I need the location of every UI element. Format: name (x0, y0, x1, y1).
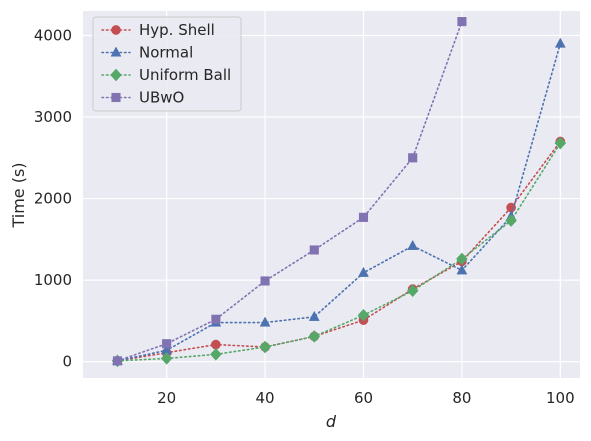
data-point (554, 37, 566, 48)
series-ubwo (112, 17, 467, 366)
legend-marker (110, 68, 122, 82)
data-point (259, 316, 271, 327)
data-point (358, 212, 369, 222)
legend: Hyp. Shell Normal Uniform Ball UBwO (92, 16, 242, 112)
series-line (116, 20, 463, 362)
data-point (309, 245, 319, 255)
data-point (259, 340, 271, 354)
series-uniform-ball (111, 136, 567, 368)
legend-marker (111, 92, 121, 103)
y-tick-label: 1000 (34, 271, 72, 289)
y-tick-label: 0 (62, 353, 72, 371)
legend-marker (111, 25, 121, 35)
legend-item: Normal (101, 44, 193, 62)
data-point (456, 264, 468, 275)
x-tick-label: 60 (354, 389, 373, 407)
series-line (116, 142, 562, 362)
legend-label: Hyp. Shell (139, 21, 215, 39)
data-point (406, 284, 419, 298)
y-tick-label: 3000 (34, 108, 72, 126)
y-axis-label: Time (s) (9, 162, 28, 228)
data-point (308, 330, 321, 343)
data-point (162, 339, 172, 349)
x-tick-label: 100 (546, 389, 575, 407)
legend-marker (110, 46, 122, 57)
data-point (112, 356, 122, 366)
legend-box (92, 16, 242, 112)
data-point (211, 314, 221, 324)
y-tick-label: 2000 (34, 190, 72, 208)
data-point (456, 252, 468, 266)
data-point (505, 214, 517, 227)
series-line (116, 42, 562, 362)
data-point (308, 310, 320, 321)
data-point (260, 276, 270, 286)
data-point (211, 339, 221, 350)
legend-label: UBwO (139, 89, 184, 107)
data-point (358, 266, 369, 277)
legend-item: Hyp. Shell (101, 21, 215, 39)
data-point (408, 153, 418, 163)
series-line (116, 140, 562, 362)
x-tick-label: 20 (157, 389, 176, 407)
legend-item: Uniform Ball (101, 66, 231, 84)
data-point (554, 136, 567, 150)
legend-label: Normal (139, 44, 193, 62)
x-axis-label: d (326, 412, 337, 431)
legend-label: Uniform Ball (139, 66, 231, 84)
data-point (357, 308, 370, 322)
x-tick-label: 80 (452, 389, 471, 407)
series-layer (111, 17, 567, 368)
data-point (210, 347, 222, 361)
grid (83, 11, 580, 378)
y-tick-label: 4000 (34, 26, 72, 44)
data-point (457, 17, 467, 27)
x-tick-label: 40 (256, 389, 275, 407)
legend-item: UBwO (101, 89, 184, 107)
data-point (407, 239, 419, 250)
data-point (160, 352, 173, 365)
